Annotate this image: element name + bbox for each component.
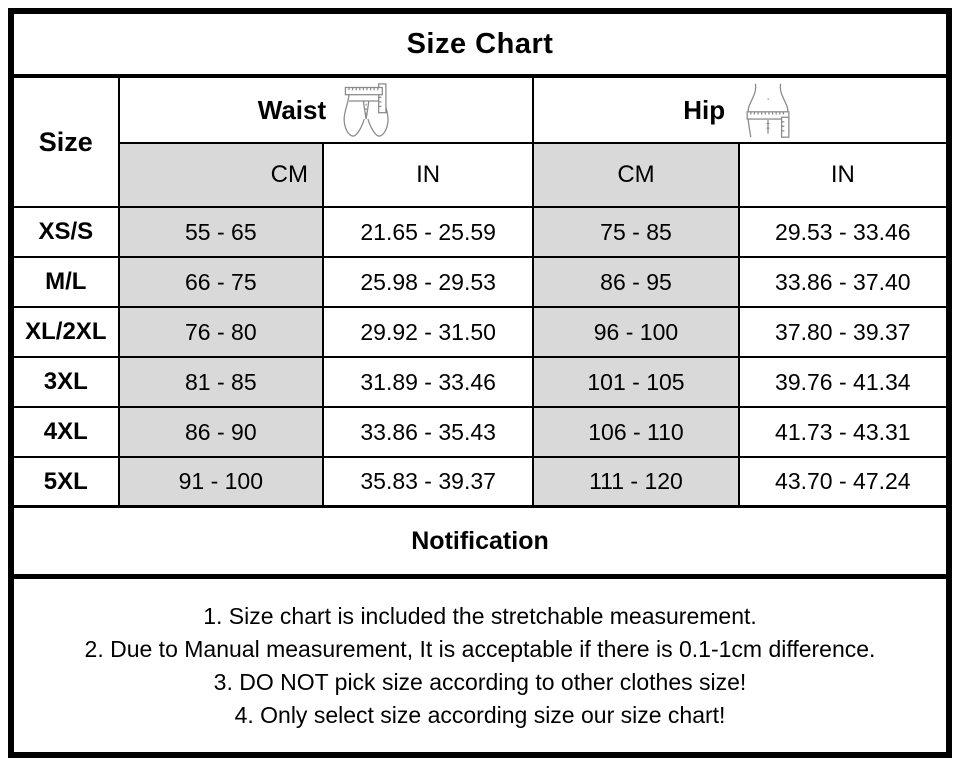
size-cell: XS/S [14, 208, 120, 258]
hip-in-header: IN [739, 144, 946, 208]
waist-in-cell: 35.83 - 39.37 [324, 458, 535, 508]
hip-in-cell: 41.73 - 43.31 [739, 408, 946, 458]
hip-header: Hip [534, 78, 946, 144]
hip-cm-header: CM [534, 144, 740, 208]
waist-cm-cell: 86 - 90 [119, 408, 324, 458]
waist-cm-cell: 55 - 65 [119, 208, 324, 258]
hip-cm-cell: 106 - 110 [534, 408, 740, 458]
hip-in-cell: 33.86 - 37.40 [739, 258, 946, 308]
waist-header-label: Waist [257, 94, 327, 125]
hip-in-cell: 37.80 - 39.37 [739, 308, 946, 358]
size-cell: XL/2XL [14, 308, 120, 358]
note-line: 3. DO NOT pick size according to other c… [213, 668, 747, 695]
hip-header-label: Hip [683, 94, 726, 125]
waist-cm-cell: 81 - 85 [119, 358, 324, 408]
hip-cm-cell: 75 - 85 [534, 208, 740, 258]
hip-cm-cell: 111 - 120 [534, 458, 740, 508]
hip-cm-cell: 96 - 100 [534, 308, 740, 358]
waist-cm-cell: 76 - 80 [119, 308, 324, 358]
hip-in-cell: 39.76 - 41.34 [739, 358, 946, 408]
size-cell: 5XL [14, 458, 120, 508]
notification-title: Notification [14, 508, 946, 579]
hip-in-cell: 29.53 - 33.46 [739, 208, 946, 258]
waist-cm-cell: 91 - 100 [119, 458, 324, 508]
size-column-header: Size [14, 78, 120, 208]
size-cell: 4XL [14, 408, 120, 458]
hip-cm-cell: 101 - 105 [534, 358, 740, 408]
hip-in-cell: 43.70 - 47.24 [739, 458, 946, 508]
waist-in-cell: 33.86 - 35.43 [324, 408, 535, 458]
page-title: Size Chart [14, 14, 946, 78]
note-line: 4. Only select size according size our s… [234, 701, 726, 728]
waist-cm-cell: 66 - 75 [119, 258, 324, 308]
notification-notes: 1. Size chart is included the stretchabl… [14, 579, 946, 752]
hip-cm-cell: 86 - 95 [534, 258, 740, 308]
waist-in-header: IN [324, 144, 535, 208]
hip-measure-icon [739, 81, 797, 139]
waist-in-cell: 21.65 - 25.59 [324, 208, 535, 258]
size-cell: M/L [14, 258, 120, 308]
size-table: Size Waist Hip [14, 78, 946, 508]
size-chart-panel: Size Chart Size Waist Hip [8, 8, 952, 758]
size-cell: 3XL [14, 358, 120, 408]
waist-header: Waist [119, 78, 535, 144]
waist-in-cell: 25.98 - 29.53 [324, 258, 535, 308]
waist-in-cell: 31.89 - 33.46 [324, 358, 535, 408]
waist-measure-icon [340, 81, 394, 139]
note-line: 2. Due to Manual measurement, It is acce… [84, 635, 876, 662]
waist-cm-header: CM [119, 144, 324, 208]
waist-in-cell: 29.92 - 31.50 [324, 308, 535, 358]
note-line: 1. Size chart is included the stretchabl… [203, 602, 757, 629]
